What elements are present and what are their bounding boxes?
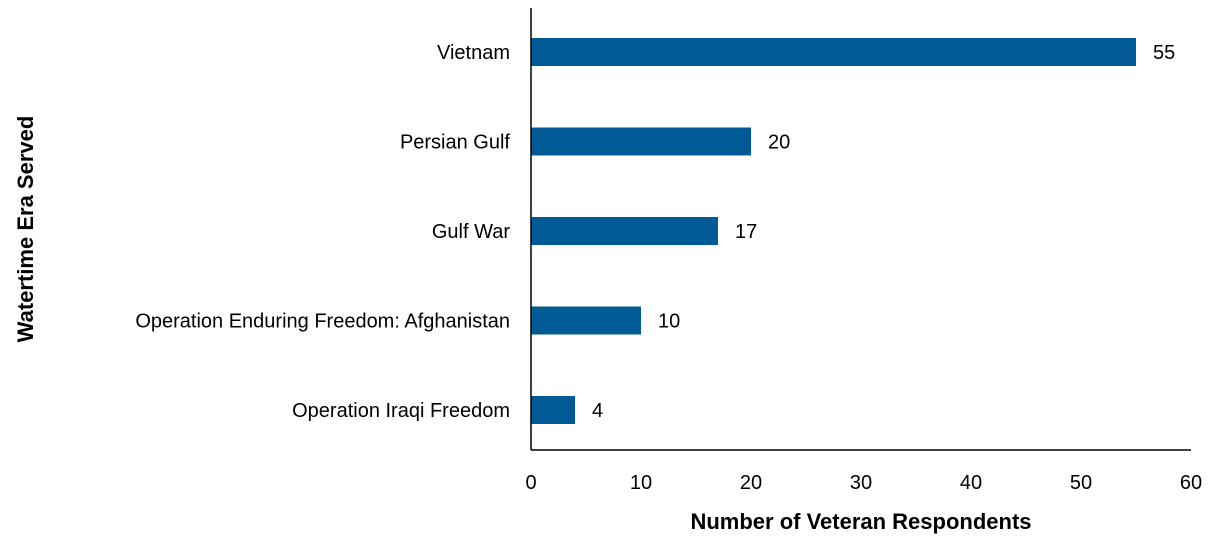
bars-group (531, 38, 1136, 424)
x-tick-label: 10 (630, 472, 652, 494)
data-label: 10 (658, 311, 680, 333)
x-axis-title: Number of Veteran Respondents (690, 509, 1031, 534)
x-tick-label: 30 (850, 472, 872, 494)
x-tick-label: 60 (1180, 472, 1202, 494)
category-label: Operation Enduring Freedom: Afghanistan (135, 311, 510, 333)
category-label: Persian Gulf (400, 132, 510, 154)
data-label: 20 (768, 132, 790, 154)
x-tick-label: 0 (525, 472, 536, 494)
category-label: Operation Iraqi Freedom (292, 400, 510, 422)
x-tick-labels: 0 10 20 30 40 50 60 (525, 472, 1202, 494)
x-tick-label: 20 (740, 472, 762, 494)
category-label: Gulf War (432, 221, 510, 243)
data-label: 55 (1153, 42, 1175, 64)
bar (531, 306, 641, 335)
category-labels: Vietnam Persian Gulf Gulf War Operation End… (135, 42, 510, 422)
x-tick-label: 40 (960, 472, 982, 494)
bar (531, 127, 751, 156)
data-label: 4 (592, 400, 603, 422)
data-label: 17 (735, 221, 757, 243)
bar (531, 217, 718, 245)
category-label: Vietnam (437, 42, 510, 64)
bar (531, 38, 1136, 66)
value-labels: 55 20 17 10 4 (592, 42, 1175, 422)
x-tick-label: 50 (1070, 472, 1092, 494)
bar (531, 396, 575, 424)
y-axis-title: Watertime Era Served (13, 116, 38, 343)
